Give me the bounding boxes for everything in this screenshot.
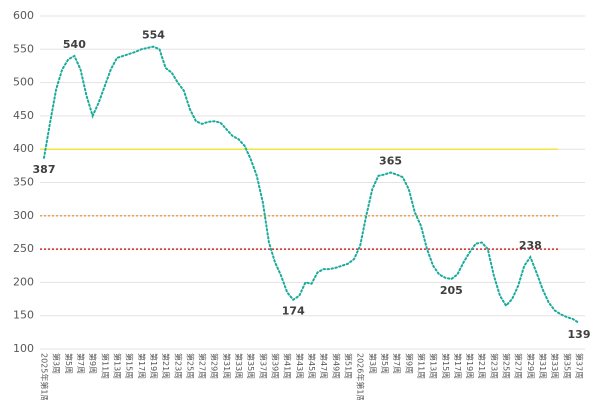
x-tick-label: 第19周 xyxy=(465,353,475,379)
x-tick-label: 第5周 xyxy=(64,353,74,374)
x-tick-label: 第7周 xyxy=(76,353,86,374)
y-tick-label: 400 xyxy=(13,142,34,155)
x-tick-label: 第27周 xyxy=(198,353,208,379)
x-tick-label: 第23周 xyxy=(489,353,499,379)
y-tick-label: 200 xyxy=(13,275,34,288)
x-tick-label: 2026年第1周 xyxy=(356,353,366,400)
x-tick-label: 第35周 xyxy=(246,353,256,379)
x-tick-label: 第21周 xyxy=(477,353,487,379)
x-tick-label: 第33周 xyxy=(550,353,560,379)
x-tick-label: 第25周 xyxy=(185,353,195,379)
x-tick-label: 第15周 xyxy=(441,353,451,379)
x-tick-label: 第25周 xyxy=(502,353,512,379)
x-tick-label: 第15周 xyxy=(125,353,135,379)
x-tick-label: 第17周 xyxy=(137,353,147,379)
data-label: 387 xyxy=(33,163,56,176)
x-tick-label: 第33周 xyxy=(234,353,244,379)
y-tick-label: 350 xyxy=(13,176,34,189)
data-label: 540 xyxy=(63,38,86,51)
x-tick-label: 第31周 xyxy=(222,353,232,379)
x-tick-label: 2025年第1周 xyxy=(40,353,50,400)
x-tick-label: 第29周 xyxy=(210,353,220,379)
y-tick-label: 150 xyxy=(13,309,34,322)
data-label: 365 xyxy=(379,155,402,168)
x-tick-label: 第3周 xyxy=(52,353,62,374)
x-tick-label: 第49周 xyxy=(331,353,341,379)
x-tick-label: 第29周 xyxy=(526,353,536,379)
x-tick-label: 第23周 xyxy=(173,353,183,379)
x-tick-label: 第41周 xyxy=(283,353,293,379)
x-tick-label: 第31周 xyxy=(538,353,548,379)
x-tick-label: 第9周 xyxy=(88,353,98,374)
x-tick-label: 第11周 xyxy=(416,353,426,379)
x-tick-label: 第3周 xyxy=(368,353,378,374)
data-label: 205 xyxy=(440,284,463,297)
x-tick-label: 第13周 xyxy=(429,353,439,379)
x-tick-label: 第19周 xyxy=(149,353,159,379)
x-tick-label: 第47周 xyxy=(319,353,329,379)
data-label: 238 xyxy=(519,239,542,252)
x-tick-label: 第11周 xyxy=(100,353,110,379)
data-label: 139 xyxy=(568,328,591,341)
y-tick-label: 550 xyxy=(13,42,34,55)
x-tick-label: 第35周 xyxy=(562,353,572,379)
y-tick-label: 600 xyxy=(13,9,34,22)
y-tick-label: 300 xyxy=(13,209,34,222)
x-tick-label: 第13周 xyxy=(112,353,122,379)
data-label: 554 xyxy=(142,29,165,42)
y-tick-label: 500 xyxy=(13,76,34,89)
x-tick-label: 第9周 xyxy=(404,353,414,374)
x-tick-label: 第45周 xyxy=(307,353,317,379)
x-tick-label: 第51周 xyxy=(343,353,353,379)
data-label: 174 xyxy=(282,305,305,318)
y-tick-label: 250 xyxy=(13,242,34,255)
x-tick-label: 第7周 xyxy=(392,353,402,374)
x-tick-label: 第39周 xyxy=(271,353,281,379)
x-tick-label: 第5周 xyxy=(380,353,390,374)
x-tick-label: 第37周 xyxy=(575,353,585,379)
x-tick-label: 第21周 xyxy=(161,353,171,379)
y-tick-label: 450 xyxy=(13,109,34,122)
x-tick-label: 第43周 xyxy=(295,353,305,379)
x-tick-label: 第37周 xyxy=(258,353,268,379)
x-tick-label: 第17周 xyxy=(453,353,463,379)
x-tick-label: 第27周 xyxy=(514,353,524,379)
data-line xyxy=(43,45,580,325)
y-tick-label: 100 xyxy=(13,342,34,355)
